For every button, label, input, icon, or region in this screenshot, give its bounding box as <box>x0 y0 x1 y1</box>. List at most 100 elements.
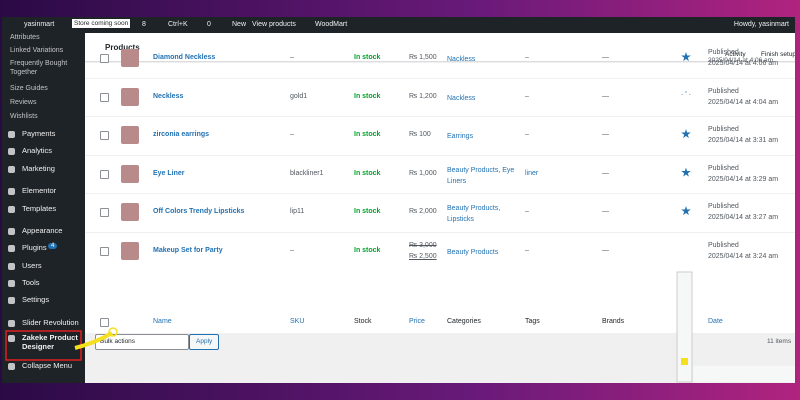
status: Published <box>708 203 739 210</box>
brands: — <box>602 208 609 215</box>
tags[interactable]: liner <box>525 169 539 177</box>
sku: – <box>290 54 294 61</box>
price: ₨ 2,500 <box>409 252 437 260</box>
categories[interactable]: Earrings <box>447 133 474 140</box>
featured-star[interactable] <box>681 206 691 216</box>
menu-icon <box>8 206 15 213</box>
categories[interactable]: Beauty Products, Lipsticks <box>447 205 501 223</box>
featured-star[interactable] <box>681 167 691 177</box>
column-header[interactable]: SKU <box>290 318 305 325</box>
menu-item[interactable]: Settings <box>22 295 50 304</box>
stock: In stock <box>354 92 381 100</box>
draw-toolbar[interactable] <box>676 271 693 383</box>
tags[interactable]: – <box>525 131 529 138</box>
tags[interactable]: – <box>525 92 529 100</box>
activity[interactable]: Activity <box>725 51 746 58</box>
column-header[interactable]: Price <box>409 318 425 325</box>
admin-bar-site[interactable]: yasinmart <box>24 21 55 28</box>
row-sep <box>85 231 795 233</box>
menu-item[interactable]: Users <box>22 261 42 270</box>
apply-button[interactable]: Apply <box>189 334 220 350</box>
menu-item[interactable]: Appearance <box>22 226 63 235</box>
howdy[interactable]: Howdy, yasinmart <box>733 21 789 28</box>
admin-bar-search[interactable]: Ctrl+K <box>168 21 188 28</box>
admin-bar-updates[interactable]: 8 <box>142 21 146 28</box>
categories[interactable]: Nackless <box>447 56 476 63</box>
featured-star[interactable] <box>681 52 691 62</box>
thumbnail <box>121 87 139 106</box>
price: ₨ 2,000 <box>409 208 437 215</box>
page-header <box>85 33 795 62</box>
menu-item[interactable]: Wishlists <box>10 113 38 120</box>
checkbox[interactable] <box>100 246 109 256</box>
checkbox[interactable] <box>100 54 109 63</box>
sku: – <box>290 246 294 254</box>
thumbnail <box>121 241 139 260</box>
tags[interactable]: – <box>525 54 529 61</box>
checkbox[interactable] <box>100 208 109 217</box>
brands: — <box>602 131 609 138</box>
menu-item[interactable]: Zakeke Product Designer <box>22 333 78 351</box>
row-sep <box>85 154 795 156</box>
categories[interactable]: Beauty Products, Eye Liners <box>447 166 515 185</box>
highlight-box <box>5 330 82 361</box>
row-sep <box>85 116 795 117</box>
bulk-actions[interactable]: Bulk actions <box>95 334 189 350</box>
menu-item[interactable]: Size Guides <box>10 85 48 92</box>
menu-icon <box>8 245 15 252</box>
column-header[interactable]: Date <box>708 318 723 325</box>
menu-item[interactable]: Tools <box>22 278 40 287</box>
checkbox[interactable] <box>100 131 109 140</box>
product-name[interactable]: Neckless <box>153 92 184 100</box>
admin-bar-theme[interactable]: WoodMart <box>315 21 348 28</box>
stock: In stock <box>354 169 381 177</box>
categories[interactable]: Beauty Products <box>447 248 499 256</box>
checkbox[interactable] <box>100 318 109 327</box>
price: ₨ 100 <box>409 131 431 138</box>
thumbnail <box>121 49 139 67</box>
admin-bar-comments[interactable]: 0 <box>207 21 211 28</box>
admin-bar-new[interactable]: New <box>232 21 247 28</box>
checkbox[interactable] <box>100 169 109 179</box>
row-sep <box>85 193 795 194</box>
product-name[interactable]: zirconia earrings <box>153 131 210 138</box>
menu-item[interactable]: Templates <box>22 204 57 213</box>
checkbox[interactable] <box>100 92 109 102</box>
column-header[interactable]: Name <box>153 318 172 325</box>
product-name[interactable]: Off Colors Trendy Lipsticks <box>153 208 245 215</box>
menu-item[interactable]: Frequently Bought Together <box>10 60 68 76</box>
brands: — <box>602 92 609 100</box>
product-name[interactable]: Diamond Neckless <box>153 54 216 61</box>
finish-setup[interactable]: Finish setup <box>761 51 795 58</box>
product-name[interactable]: Eye Liner <box>153 169 185 177</box>
menu-item[interactable]: Slider Revolution <box>22 318 79 327</box>
column-header: Brands <box>602 318 625 325</box>
menu-item[interactable]: Reviews <box>10 99 37 106</box>
tags[interactable]: – <box>525 246 529 254</box>
date: 2025/04/14 at 3:29 am <box>708 175 779 183</box>
store-badge[interactable]: Store coming soon <box>72 19 131 28</box>
menu-item[interactable]: Payments <box>22 129 56 138</box>
menu-item[interactable]: Analytics <box>22 146 53 155</box>
menu-icon <box>8 131 15 138</box>
categories[interactable]: Nackless <box>447 94 476 102</box>
tags[interactable]: – <box>525 208 529 215</box>
featured-star[interactable] <box>681 129 691 139</box>
menu-icon <box>8 263 15 270</box>
menu-item[interactable]: Elementor <box>22 186 57 195</box>
price: ₨ 1,500 <box>409 54 437 61</box>
date: 2025/04/14 at 3:31 am <box>708 137 779 144</box>
menu-item[interactable]: Linked Variations <box>10 47 64 54</box>
menu-item[interactable]: Plugins <box>22 243 47 252</box>
stock: In stock <box>354 208 381 215</box>
admin-bar-view[interactable]: View products <box>252 21 296 28</box>
stock: In stock <box>354 246 381 254</box>
menu-item[interactable]: Collapse Menu <box>22 361 73 370</box>
bottom-toolbar[interactable] <box>693 366 795 382</box>
menu-icon <box>8 297 15 304</box>
sidebar: Attributes Linked Variations Frequently Bo… <box>2 33 85 383</box>
product-name[interactable]: Makeup Set for Party <box>153 246 223 254</box>
menu-item[interactable]: Marketing <box>22 164 55 173</box>
color-swatch[interactable] <box>681 358 688 365</box>
menu-item[interactable]: Attributes <box>10 34 40 41</box>
